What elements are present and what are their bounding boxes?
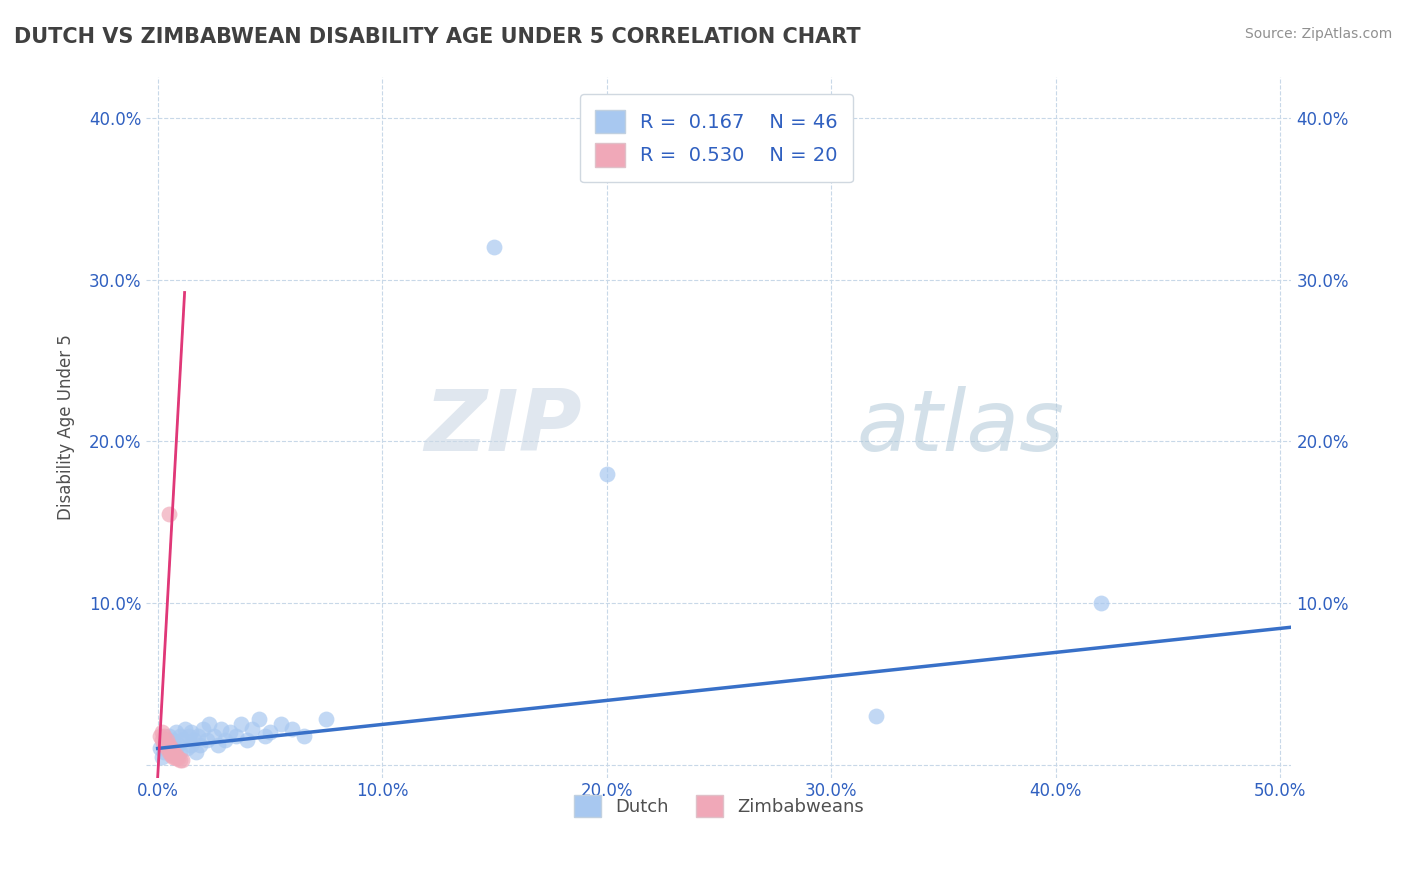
Text: DUTCH VS ZIMBABWEAN DISABILITY AGE UNDER 5 CORRELATION CHART: DUTCH VS ZIMBABWEAN DISABILITY AGE UNDER… (14, 27, 860, 46)
Point (157, 745, 180, 759)
Point (167, 738, 190, 752)
Point (156, 733, 179, 747)
Y-axis label: Disability Age Under 5: Disability Age Under 5 (58, 334, 75, 520)
Point (209, 722, 232, 736)
Point (225, 729, 247, 743)
Point (149, 729, 172, 743)
Point (198, 717, 221, 731)
Text: Source: ZipAtlas.com: Source: ZipAtlas.com (1244, 27, 1392, 41)
Point (162, 749, 184, 764)
Point (240, 722, 263, 736)
Point (1090, 596, 1112, 610)
Point (169, 753, 191, 767)
Point (169, 729, 191, 743)
Point (484, 240, 506, 254)
Point (150, 749, 173, 764)
Point (188, 738, 211, 752)
Point (187, 729, 209, 743)
Point (202, 729, 225, 743)
Text: atlas: atlas (856, 386, 1064, 469)
Point (156, 741, 179, 756)
Point (162, 745, 184, 759)
Legend: Dutch, Zimbabweans: Dutch, Zimbabweans (567, 788, 872, 824)
Point (160, 747, 183, 762)
Point (259, 725, 281, 739)
Point (162, 733, 184, 747)
Point (254, 729, 277, 743)
Point (150, 725, 173, 739)
Text: ZIP: ZIP (425, 386, 582, 469)
Point (149, 741, 172, 756)
Point (270, 717, 292, 731)
Point (165, 751, 187, 765)
Point (229, 717, 252, 731)
Point (169, 745, 191, 759)
Point (183, 733, 205, 747)
Point (165, 725, 187, 739)
Point (157, 729, 180, 743)
Point (315, 712, 337, 726)
Point (236, 733, 259, 747)
Point (160, 745, 183, 759)
Point (172, 733, 194, 747)
Point (156, 733, 179, 747)
Point (150, 733, 173, 747)
Point (865, 709, 887, 723)
Point (160, 741, 183, 756)
Point (281, 722, 304, 736)
Point (176, 741, 198, 756)
Point (177, 729, 200, 743)
Point (167, 751, 190, 765)
Point (214, 733, 236, 747)
Point (207, 738, 229, 752)
Point (165, 741, 187, 756)
Point (153, 745, 176, 759)
Point (247, 712, 270, 726)
Point (160, 745, 183, 759)
Point (157, 738, 180, 752)
Point (218, 725, 240, 739)
Point (595, 467, 617, 481)
Point (153, 729, 176, 743)
Point (157, 507, 180, 521)
Point (180, 725, 202, 739)
Point (153, 738, 176, 752)
Point (172, 753, 194, 767)
Point (173, 722, 195, 736)
Point (165, 747, 187, 762)
Point (191, 722, 214, 736)
Point (180, 738, 202, 752)
Point (184, 745, 207, 759)
Point (157, 738, 180, 752)
Point (292, 729, 315, 743)
Point (195, 733, 218, 747)
